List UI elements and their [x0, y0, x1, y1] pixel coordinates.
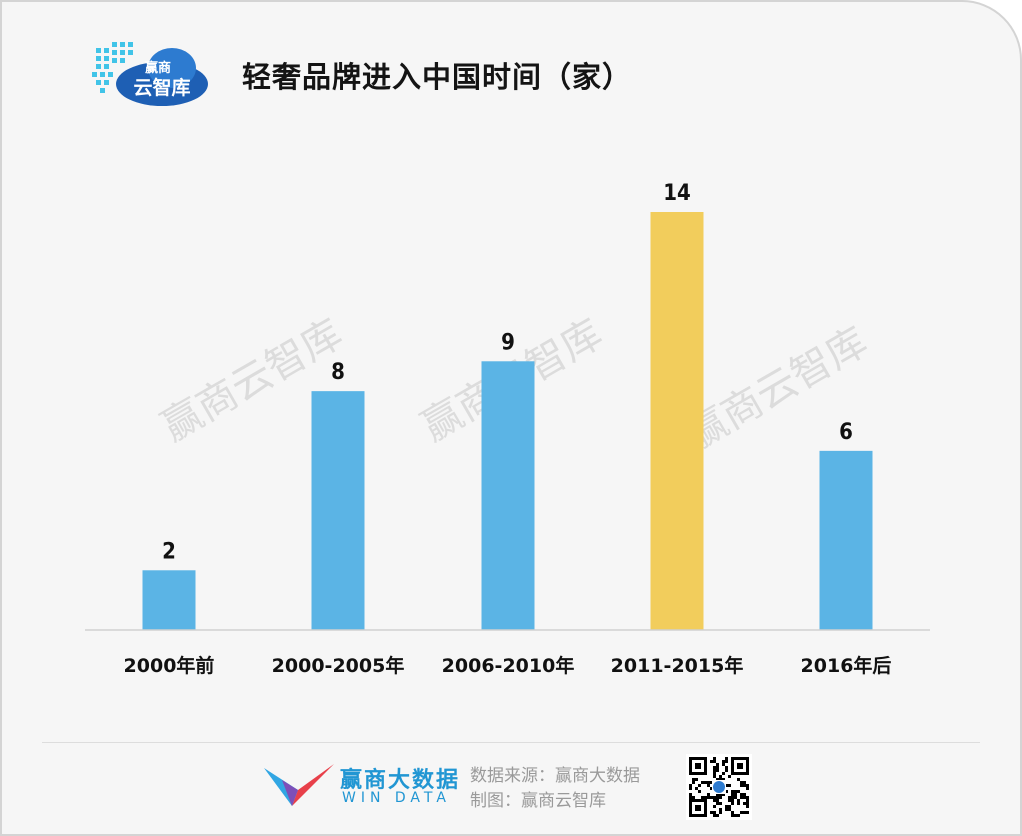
logo-text-top: 赢商 [145, 60, 171, 76]
bar-2 [311, 391, 365, 630]
bar-3 [481, 361, 535, 630]
win-data-logo-icon [264, 764, 334, 806]
category-label-4: 2011-2015年 [611, 654, 744, 677]
bar-1 [142, 570, 196, 630]
footer-divider [42, 742, 980, 743]
value-label-2: 8 [331, 360, 345, 385]
category-label-1: 2000年前 [124, 654, 215, 677]
category-labels: 2000年前 2000-2005年 2006-2010年 2011-2015年 2016… [124, 654, 892, 677]
yingshang-cloud-logo: 赢商 云智库 [92, 42, 208, 106]
page-title: 轻奢品牌进入中国时间（家） [242, 60, 633, 94]
bars [142, 212, 873, 630]
made-by-line: 制图：赢商云智库 [470, 791, 606, 811]
logo-text-bottom: 云智库 [133, 76, 190, 99]
qr-code-icon [686, 754, 752, 820]
bar-5 [819, 450, 873, 630]
bar-4 [650, 212, 704, 630]
value-label-4: 14 [663, 181, 691, 206]
category-label-2: 2000-2005年 [272, 654, 405, 677]
value-labels: 2 8 9 14 6 [162, 181, 853, 564]
value-label-1: 2 [162, 539, 176, 564]
value-label-3: 9 [501, 330, 515, 355]
category-label-5: 2016年后 [801, 654, 892, 677]
brand-name: 赢商大数据 [340, 768, 461, 793]
source-line: 数据来源：赢商大数据 [470, 766, 640, 786]
brand-subtitle: WIN DATA [342, 790, 451, 806]
value-label-5: 6 [839, 420, 853, 445]
category-label-3: 2006-2010年 [442, 654, 575, 677]
source-note: 数据来源：赢商大数据 制图：赢商云智库 [470, 764, 640, 814]
